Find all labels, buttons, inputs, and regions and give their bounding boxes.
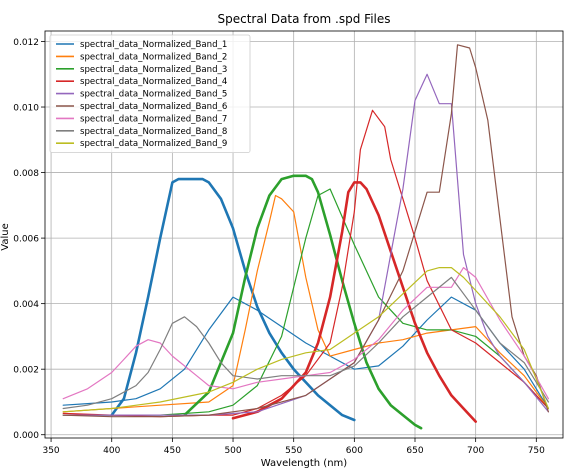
x-tick-label: 750 — [528, 446, 545, 456]
legend: spectral_data_Normalized_Band_1 spectral_… — [50, 35, 250, 153]
chart-title: Spectral Data from .spd Files — [217, 12, 390, 26]
legend-label: spectral_data_Normalized_Band_5 — [80, 90, 227, 100]
x-tick-label: 500 — [224, 446, 241, 456]
x-tick-label: 450 — [164, 446, 181, 456]
y-tick-label: 0.008 — [13, 169, 39, 179]
legend-label: spectral_data_Normalized_Band_6 — [80, 102, 227, 112]
y-tick-label: 0.012 — [13, 38, 39, 48]
legend-label: spectral_data_Normalized_Band_7 — [80, 114, 227, 124]
y-tick-label: 0.006 — [13, 235, 39, 245]
x-tick-label: 650 — [406, 446, 423, 456]
x-tick-label: 700 — [467, 446, 484, 456]
x-tick-label: 550 — [285, 446, 302, 456]
y-tick-label: 0.004 — [13, 300, 39, 310]
legend-label: spectral_data_Normalized_Band_8 — [80, 127, 227, 137]
x-axis-label: Wavelength (nm) — [261, 458, 347, 469]
y-tick-label: 0.002 — [13, 366, 39, 376]
series-3-line — [185, 176, 422, 428]
x-tick-label: 350 — [42, 446, 59, 456]
y-tick-label: 0.010 — [13, 104, 39, 114]
y-tick-label: 0.000 — [13, 431, 39, 441]
legend-label: spectral_data_Normalized_Band_3 — [80, 65, 227, 75]
legend-label: spectral_data_Normalized_Band_9 — [80, 139, 227, 149]
legend-label: spectral_data_Normalized_Band_1 — [80, 40, 227, 50]
x-tick-label: 400 — [103, 446, 120, 456]
legend-label: spectral_data_Normalized_Band_4 — [80, 77, 227, 87]
y-axis-label: Value — [0, 223, 11, 250]
x-tick-label: 600 — [346, 446, 363, 456]
legend-label: spectral_data_Normalized_Band_2 — [80, 52, 227, 62]
